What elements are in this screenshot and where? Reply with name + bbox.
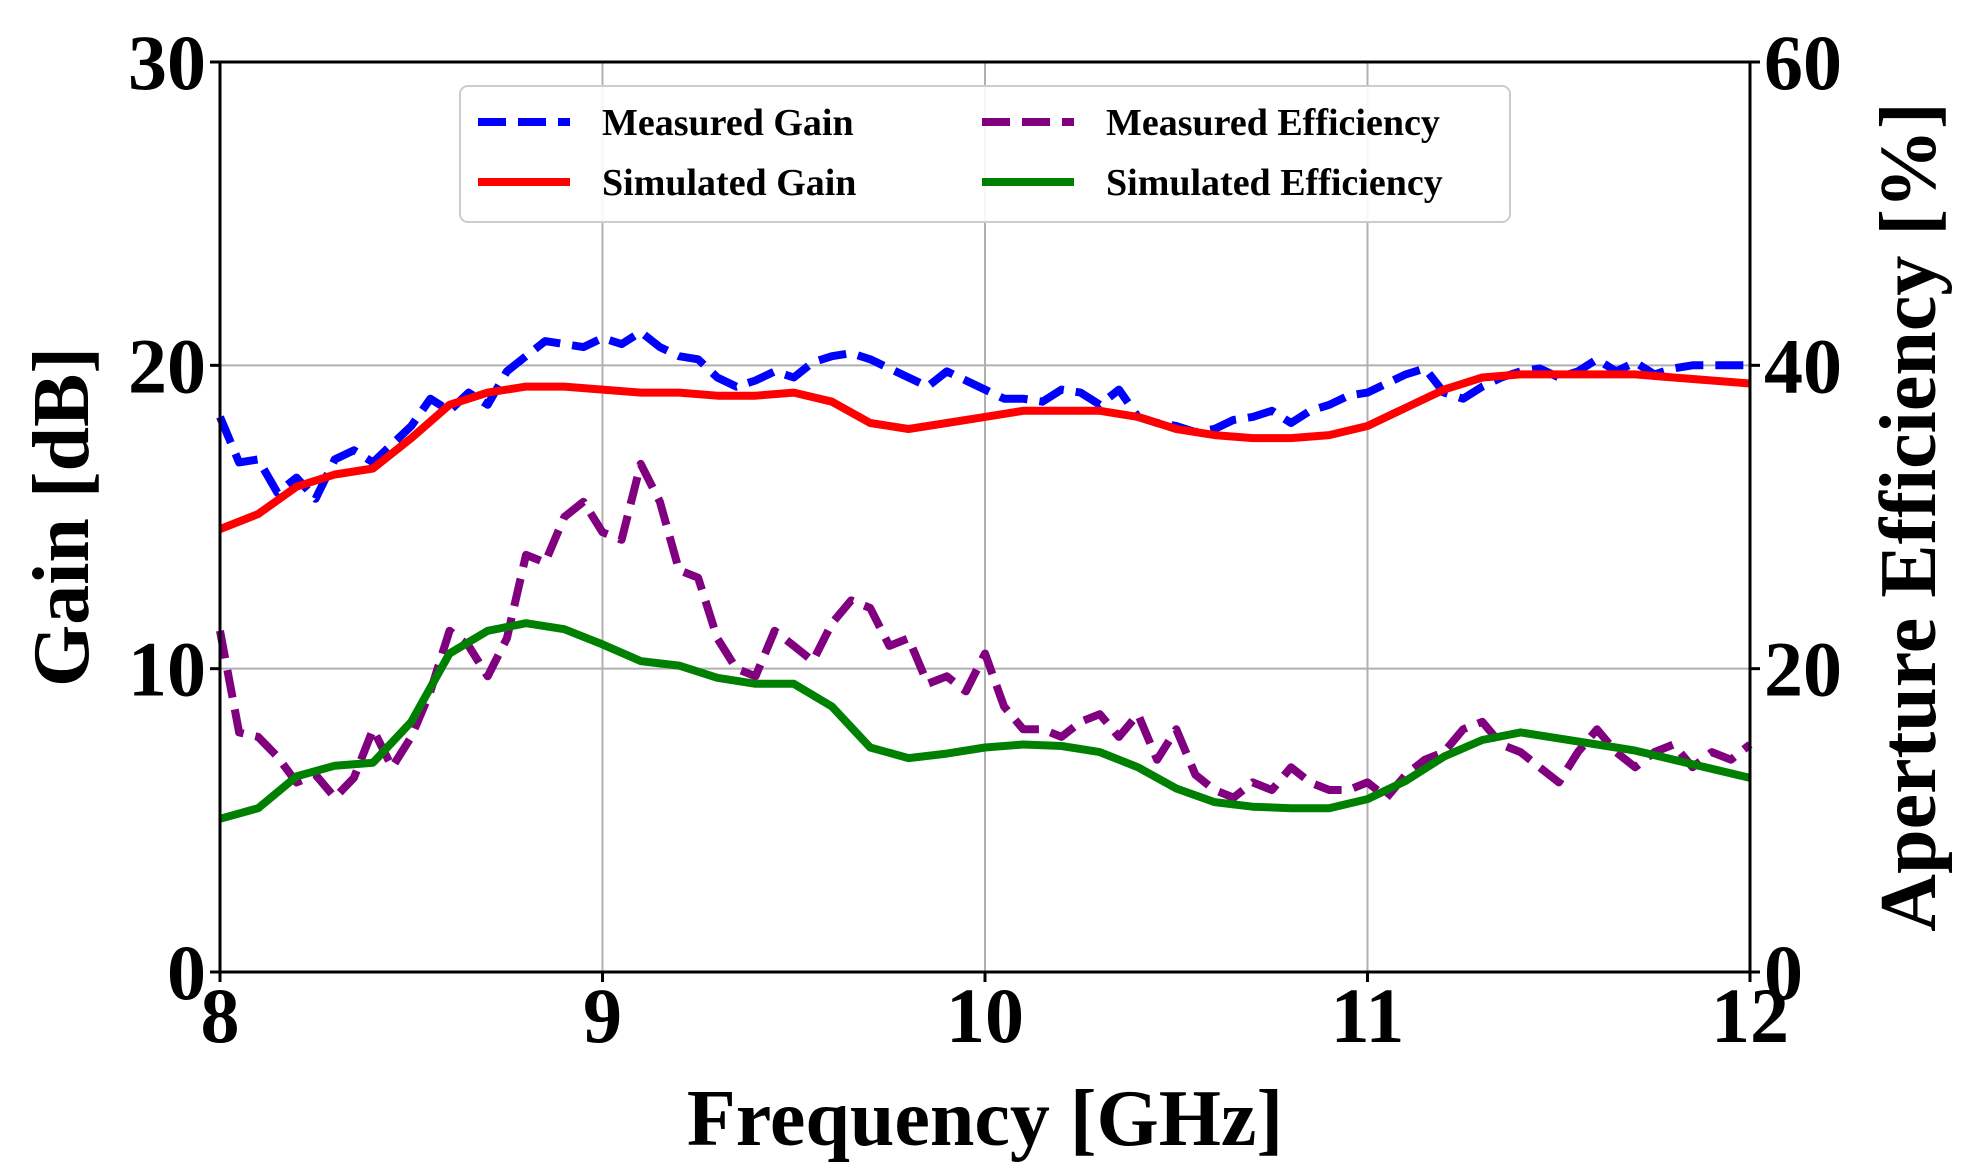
series-measured-gain	[216, 328, 1750, 503]
legend: Measured Gain Simulated Gain Measured Ef…	[459, 85, 1511, 223]
y2-tick-label: 60	[1764, 19, 1842, 106]
x-tick-label: 8	[201, 972, 240, 1059]
legend-box	[459, 85, 1511, 223]
legend-label-measured-gain: Measured Gain	[602, 102, 854, 144]
legend-label-simulated-gain: Simulated Gain	[602, 162, 856, 204]
y-axis-label: Gain [dB]	[18, 347, 106, 687]
y2-tick-label: 40	[1764, 322, 1842, 409]
y-tick-label: 20	[128, 322, 206, 409]
x-tick-label: 10	[946, 972, 1024, 1059]
y-tick-label: 30	[128, 19, 206, 106]
y2-tick-label: 0	[1764, 929, 1803, 1016]
legend-label-simulated-efficiency: Simulated Efficiency	[1106, 162, 1443, 204]
y2-tick-label: 20	[1764, 626, 1842, 713]
legend-label-measured-efficiency: Measured Efficiency	[1106, 102, 1440, 144]
x-tick-label: 11	[1331, 972, 1405, 1059]
x-tick-label: 9	[583, 972, 622, 1059]
series-simulated-efficiency	[218, 619, 1751, 823]
y-tick-label: 0	[167, 929, 206, 1016]
x-tick-label: 12	[1711, 972, 1789, 1059]
series-simulated-gain	[218, 370, 1751, 533]
y-tick-label: 10	[128, 626, 206, 713]
x-axis-label: Frequency [GHz]	[687, 1075, 1283, 1163]
y2-axis-label: Aperture Efficiency [%]	[1865, 102, 1953, 931]
series-layer	[216, 328, 1753, 823]
